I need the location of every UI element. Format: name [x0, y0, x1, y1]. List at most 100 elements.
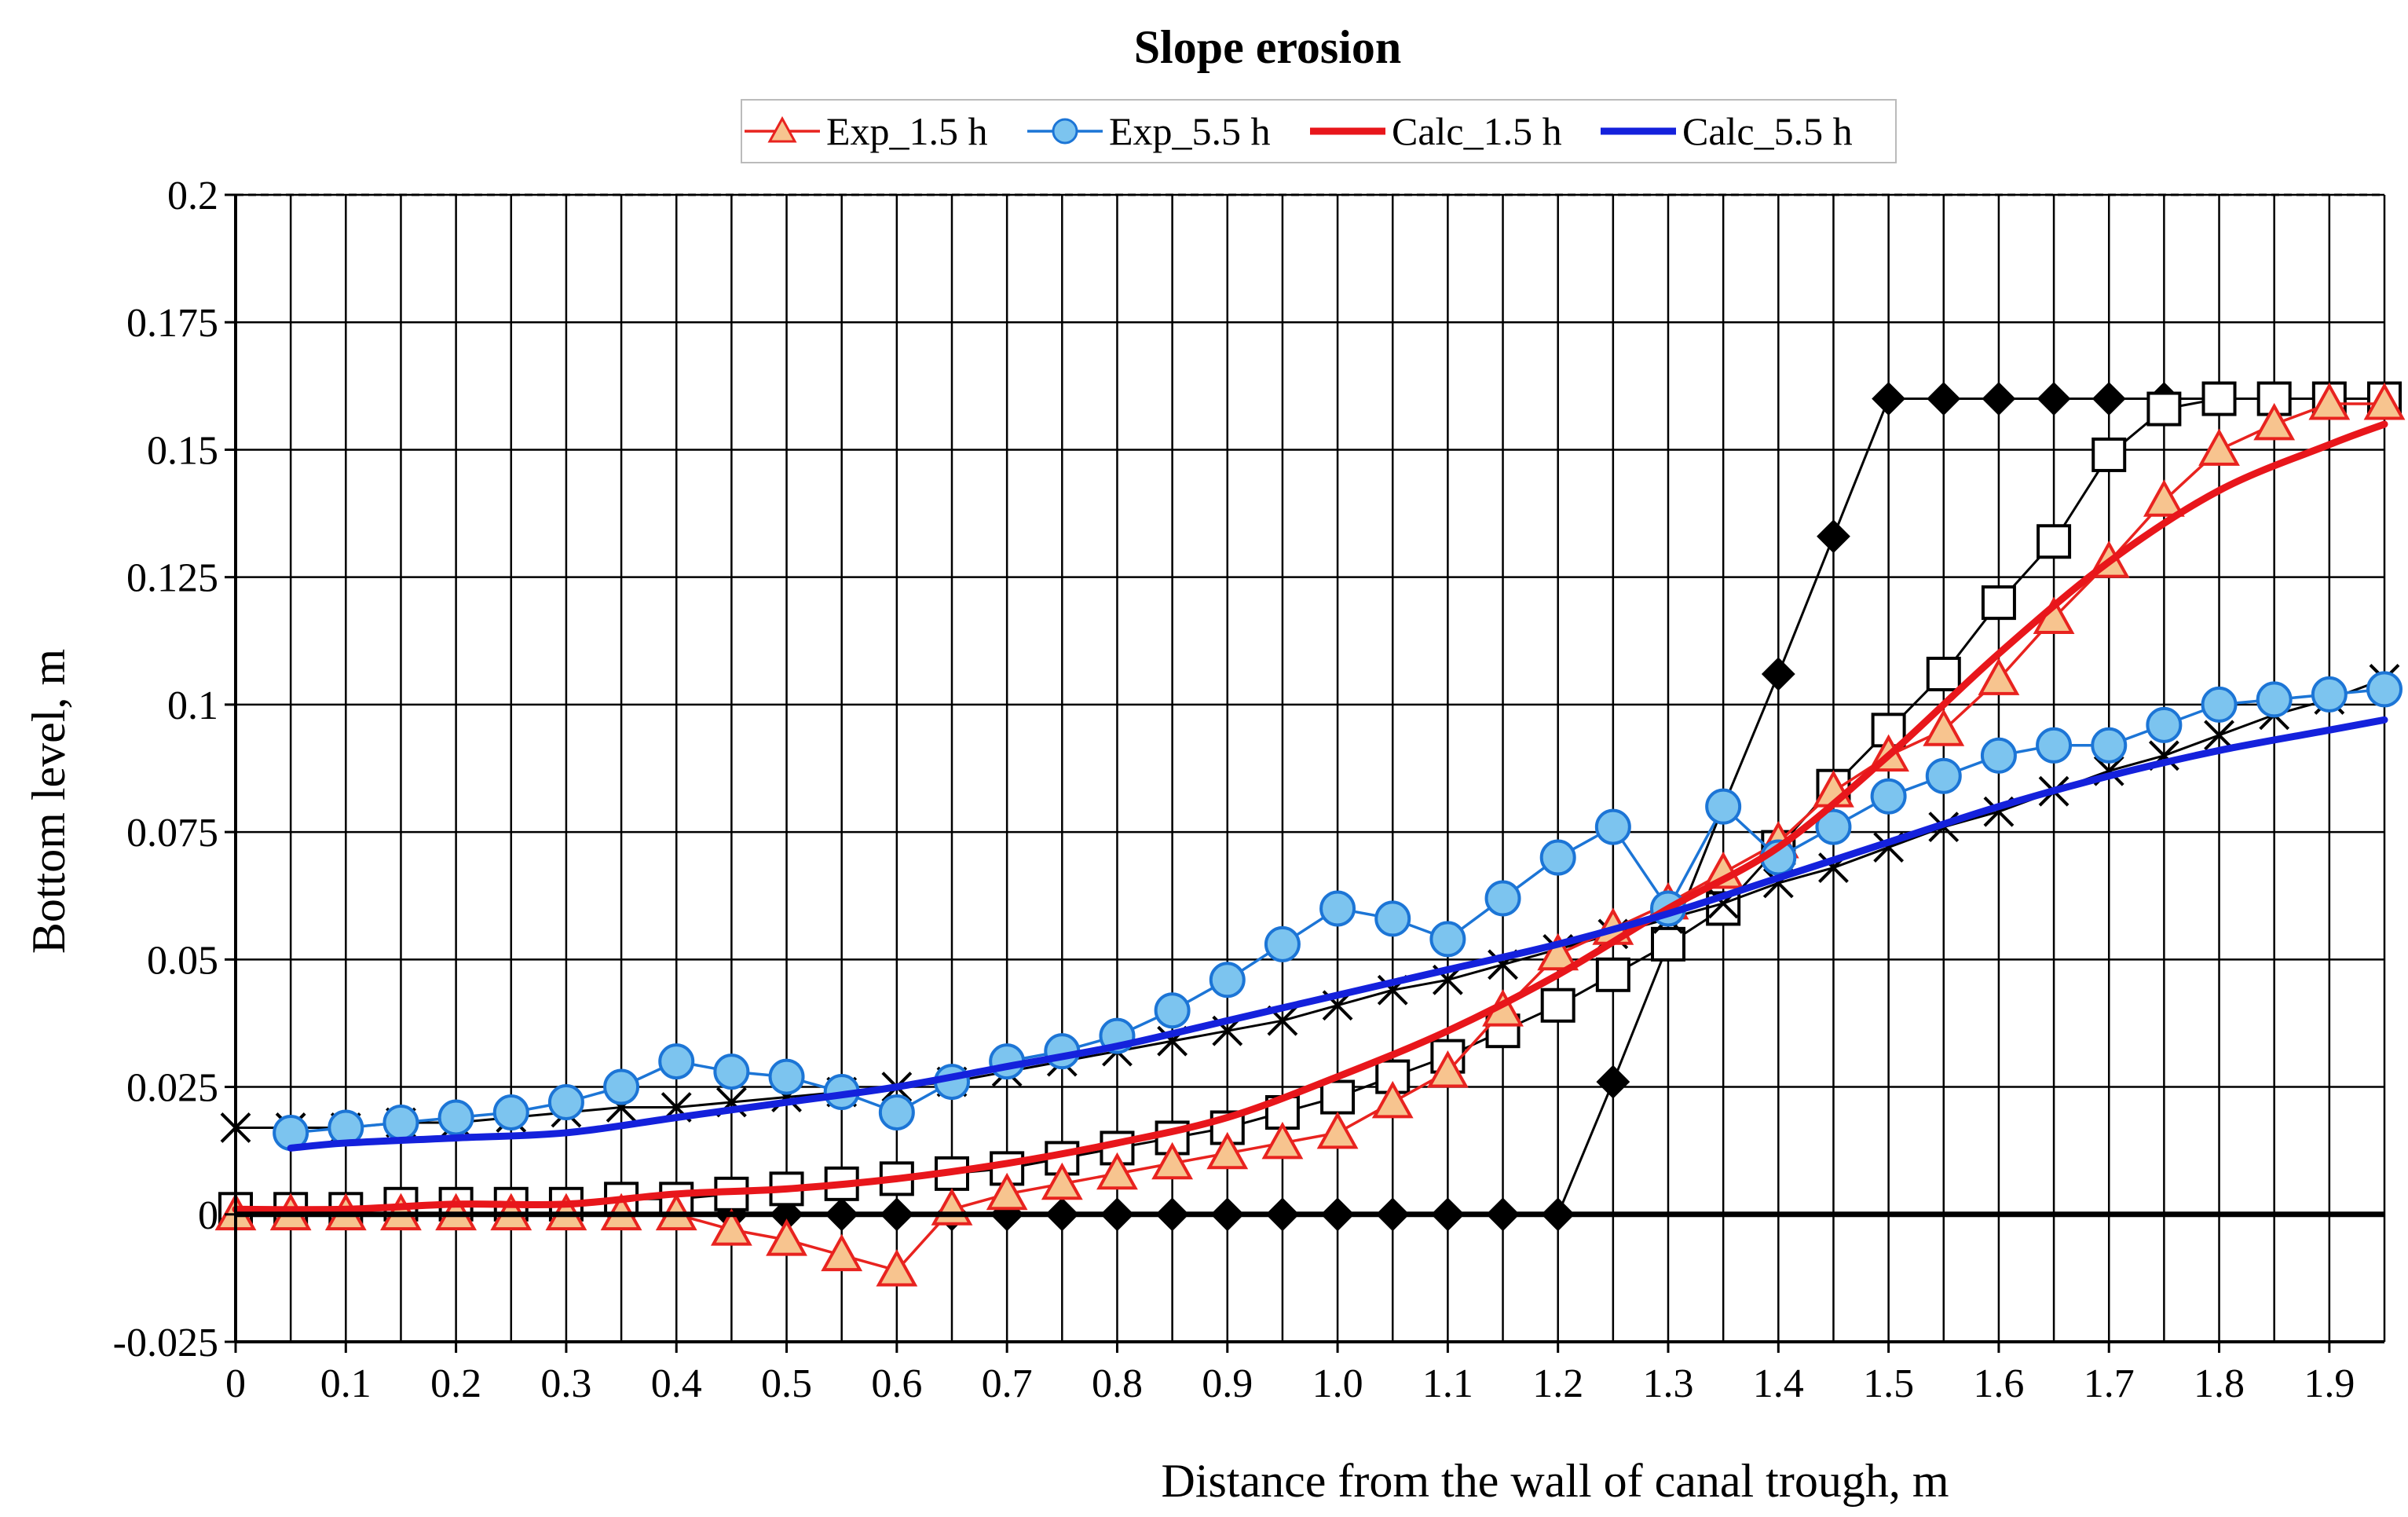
x-tick-label: 1.5 [1863, 1361, 1914, 1406]
data-point [1209, 962, 1246, 999]
data-point [2311, 676, 2348, 713]
data-point [821, 1233, 863, 1272]
legend-marker [767, 115, 797, 143]
data-point [1925, 757, 1962, 794]
legend-item: Calc_1.5 h [1310, 109, 1562, 153]
x-tick-label: 0.2 [430, 1361, 481, 1406]
data-point [1705, 788, 1742, 825]
data-point [1041, 1162, 1083, 1200]
y-axis-label: Bottom level, m [23, 649, 75, 954]
data-point [1154, 992, 1191, 1029]
data-point [1982, 382, 2016, 416]
data-point [1980, 737, 2017, 774]
data-point [1923, 709, 1965, 746]
x-tick-label: 1.7 [2084, 1361, 2135, 1406]
data-point [1817, 519, 1850, 554]
x-tick-label: 0 [225, 1361, 246, 1406]
x-tick-label: 0.9 [1202, 1361, 1253, 1406]
data-point [1374, 900, 1411, 937]
y-tick-label: -0.025 [113, 1321, 218, 1365]
legend-label: Calc_5.5 h [1682, 109, 1853, 153]
x-tick-label: 1.1 [1422, 1361, 1473, 1406]
legend-marker [1052, 118, 1078, 145]
x-tick-label: 1.4 [1753, 1361, 1804, 1406]
data-point [1151, 1141, 1194, 1180]
data-point [1651, 926, 1685, 962]
data-point [1206, 1131, 1249, 1170]
y-tick-label: 0 [198, 1193, 218, 1238]
data-point [2366, 671, 2403, 708]
data-point [2198, 428, 2240, 466]
data-point [603, 1068, 640, 1105]
y-tick-label: 0.1 [167, 683, 218, 728]
data-point [710, 1208, 752, 1246]
series-line [232, 420, 2388, 1214]
series-5 [232, 420, 2388, 1214]
data-point [768, 1058, 805, 1095]
data-point [766, 1218, 807, 1256]
data-point [713, 1053, 750, 1090]
y-tick-label: 0.175 [126, 301, 218, 346]
data-point [1320, 1079, 1356, 1115]
data-point [1096, 1152, 1138, 1190]
data-point [2204, 720, 2234, 751]
x-tick-label: 0.7 [982, 1361, 1033, 1406]
x-tick-label: 1.9 [2304, 1361, 2355, 1406]
data-point [1872, 382, 1906, 416]
series-4 [273, 671, 2403, 1151]
data-point [2253, 402, 2296, 441]
data-point [1596, 1064, 1630, 1099]
data-point [1429, 921, 1466, 958]
x-tick-label: 1.2 [1532, 1361, 1583, 1406]
legend: Exp_1.5 h Exp_5.5 h Calc_1.5 h Calc_5.5 h [741, 99, 1897, 163]
data-point [1540, 988, 1575, 1023]
data-point [1595, 957, 1630, 992]
data-point [1926, 656, 1961, 691]
x-tick-label: 1.6 [1973, 1361, 2024, 1406]
data-point [878, 1094, 915, 1130]
grid [234, 193, 2386, 1343]
series-line [287, 716, 2388, 1152]
data-point [1316, 1111, 1359, 1149]
data-point [986, 1172, 1028, 1211]
data-point [2143, 479, 2185, 517]
axes: -0.02500.0250.050.0750.10.1250.150.1750.… [113, 174, 2384, 1406]
data-point [1761, 657, 1795, 691]
data-point [2091, 727, 2128, 764]
legend-item: Exp_5.5 h [1027, 109, 1271, 153]
data-point [1594, 808, 1631, 845]
data-point [2256, 681, 2293, 718]
data-point [1981, 585, 2016, 621]
x-tick-label: 0.6 [871, 1361, 922, 1406]
x-tick-label: 0.5 [761, 1361, 812, 1406]
y-tick-label: 0.075 [126, 811, 218, 856]
data-point [547, 1084, 584, 1121]
x-axis-label: Distance from the wall of canal trough, … [1161, 1455, 1949, 1507]
data-point [2146, 391, 2182, 427]
data-point [1319, 890, 1356, 927]
data-point [1264, 925, 1301, 962]
x-tick-label: 0.8 [1092, 1361, 1143, 1406]
data-point [1371, 1080, 1414, 1119]
chart-title: Slope erosion [1134, 21, 1402, 73]
data-point [2201, 686, 2238, 723]
data-point [876, 1249, 918, 1287]
data-point [2146, 706, 2183, 743]
y-tick-label: 0.025 [126, 1066, 218, 1111]
data-point [437, 1099, 474, 1136]
data-point [1978, 658, 2020, 695]
plot-area [236, 195, 2384, 1342]
data-point [2036, 727, 2073, 764]
y-tick-label: 0.125 [126, 556, 218, 601]
y-tick-label: 0.15 [147, 428, 218, 473]
data-point [492, 1094, 529, 1130]
data-point [2091, 382, 2126, 416]
data-point [2091, 437, 2127, 472]
data-point [2037, 524, 2072, 559]
data-point [1537, 933, 1579, 971]
legend-item: Exp_1.5 h [745, 109, 988, 153]
legend-label: Calc_1.5 h [1392, 109, 1562, 153]
data-point [1927, 382, 1961, 416]
